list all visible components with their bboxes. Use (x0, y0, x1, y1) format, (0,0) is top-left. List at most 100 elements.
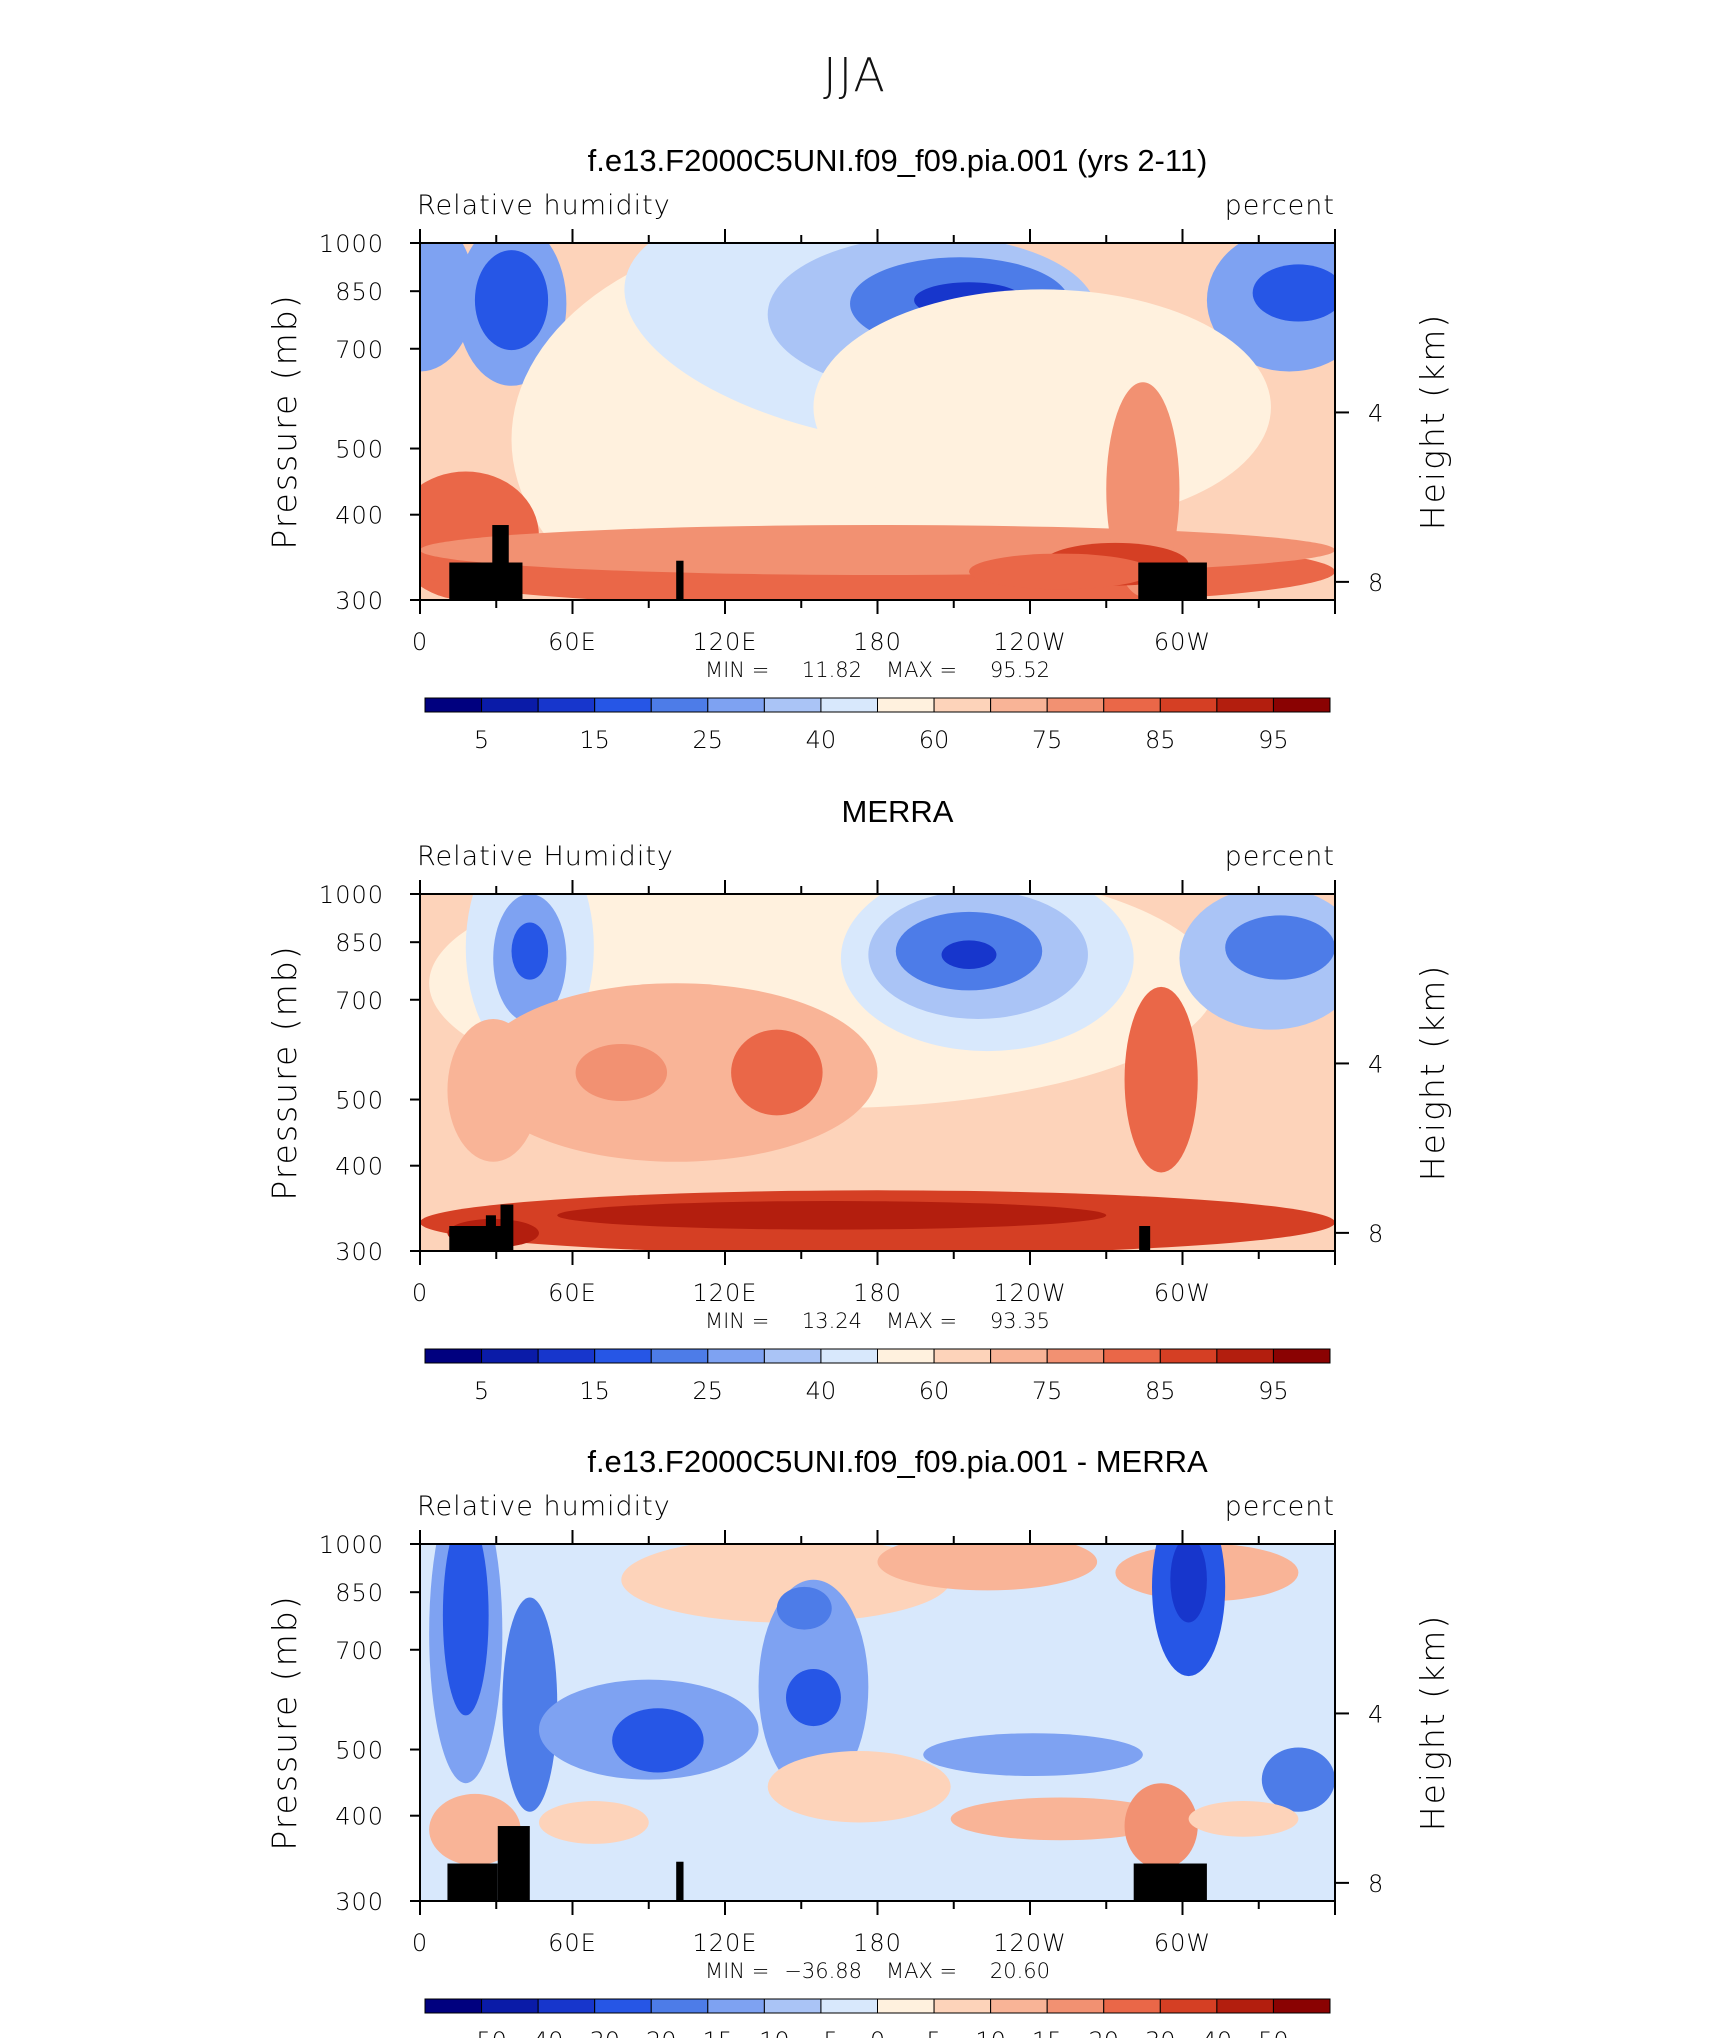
colorbar-box (424, 1998, 483, 2014)
y-tick-label: 700 (335, 336, 384, 364)
topography-mask (449, 562, 523, 600)
x-tick-label: 120W (993, 1929, 1067, 1957)
colorbar-label: −30 (569, 2027, 620, 2038)
contour-region (474, 250, 549, 351)
colorbar-label: 85 (1145, 726, 1176, 754)
colorbar-box (763, 1348, 822, 1364)
max-value: 95.52 (990, 658, 1050, 682)
colorbar-label: 10 (975, 2027, 1006, 2038)
x-tick-label: 120W (993, 628, 1067, 656)
contour-region (502, 1597, 558, 1812)
x-tick-label: 0 (412, 628, 428, 656)
colorbar-box (650, 1348, 709, 1364)
colorbar-box (1103, 1998, 1161, 2014)
contour-region (1252, 264, 1335, 322)
colorbar-label: 95 (1258, 1377, 1289, 1405)
x-tick-label: 120W (993, 1279, 1067, 1307)
colorbar-label: 75 (1032, 726, 1063, 754)
colorbar-label: 0 (870, 2027, 885, 2038)
min-value: −36.88 (784, 1959, 862, 1983)
colorbar-box (424, 1348, 483, 1364)
x-tick-label: 120E (693, 1279, 758, 1307)
colorbar-label: 40 (806, 1377, 837, 1405)
colorbar-label: −40 (513, 2027, 564, 2038)
colorbar-box (1159, 1998, 1218, 2014)
units-label: percent (1225, 841, 1335, 872)
colorbar-box (933, 1998, 992, 2014)
contour-region (621, 1544, 951, 1623)
colorbar-box (820, 1348, 878, 1364)
y-tick-label: 400 (335, 502, 384, 530)
contour-region (1261, 1747, 1335, 1812)
contour-field (420, 243, 1335, 600)
y-tick-label: 500 (335, 1737, 384, 1765)
x-tick-label: 60W (1154, 1279, 1211, 1307)
contour-region (557, 1201, 1107, 1230)
x-tick-label: 0 (412, 1279, 428, 1307)
x-tick-label: 120E (693, 1929, 758, 1957)
max-value: 20.60 (990, 1959, 1050, 1983)
x-tick-label: 60W (1154, 628, 1211, 656)
max-label: MAX = (886, 1959, 957, 1983)
contour-region (813, 289, 1271, 526)
colorbar-box (877, 1348, 935, 1364)
panel-3: f.e13.F2000C5UNI.f09_f09.pia.001 - MERRA… (265, 1444, 1452, 2038)
colorbar-box (1272, 697, 1331, 713)
colorbar-label: 15 (579, 726, 610, 754)
x-tick-label: 60W (1154, 1929, 1211, 1957)
topography-mask (676, 1861, 684, 1901)
contour-field (420, 1544, 1335, 1901)
colorbar-box (1103, 1348, 1161, 1364)
topography-mask (447, 1863, 498, 1901)
colorbar-label: 85 (1145, 1377, 1176, 1405)
min-value: 11.82 (802, 658, 862, 682)
colorbar-box (650, 1998, 709, 2014)
colorbar-box (1216, 1348, 1274, 1364)
contour-region (1225, 915, 1335, 980)
colorbar-box (933, 1348, 992, 1364)
colorbar-label: 40 (1202, 2027, 1233, 2038)
contour-region (538, 1801, 649, 1844)
colorbar-box (763, 697, 822, 713)
topography-mask (676, 560, 684, 600)
x-tick-label: 180 (853, 628, 902, 656)
colorbar-box (481, 697, 539, 713)
colorbar-box (820, 1998, 878, 2014)
colorbar-label: 5 (474, 726, 489, 754)
topography-mask (500, 1204, 514, 1251)
y2-tick-label: 4 (1368, 1700, 1383, 1728)
colorbar-label: 15 (1032, 2027, 1063, 2038)
topography-mask (1133, 1863, 1207, 1901)
colorbar-box (594, 1998, 652, 2014)
y2-tick-label: 8 (1368, 1870, 1383, 1898)
colorbar-label: −10 (739, 2027, 790, 2038)
x-tick-label: 0 (412, 1929, 428, 1957)
colorbar-label: 75 (1032, 1377, 1063, 1405)
colorbar-box (1216, 1998, 1274, 2014)
contour-region (442, 1544, 489, 1716)
colorbar-box (707, 1348, 765, 1364)
colorbar-box (537, 697, 596, 713)
y-tick-label: 400 (335, 1803, 384, 1831)
contour-region (447, 1018, 539, 1162)
colorbar-box (1046, 697, 1105, 713)
colorbar-box (424, 697, 483, 713)
y-tick-label: 850 (335, 1579, 384, 1607)
units-label: percent (1225, 1491, 1335, 1522)
colorbar-box (1159, 697, 1218, 713)
y-tick-label: 700 (335, 1637, 384, 1665)
colorbar-label: 60 (919, 726, 950, 754)
colorbar-label: −20 (626, 2027, 677, 2038)
max-label: MAX = (886, 1309, 957, 1333)
contour-region (1188, 1801, 1299, 1837)
contour-region (511, 922, 549, 980)
units-label: percent (1225, 190, 1335, 221)
topography-mask (1139, 1226, 1151, 1251)
colorbar-label: −15 (682, 2027, 733, 2038)
page-title: JJA (823, 48, 887, 102)
x-tick-label: 60E (548, 628, 597, 656)
colorbar-box (707, 1998, 765, 2014)
colorbar-box (877, 1998, 935, 2014)
colorbar-label: 60 (919, 1377, 950, 1405)
